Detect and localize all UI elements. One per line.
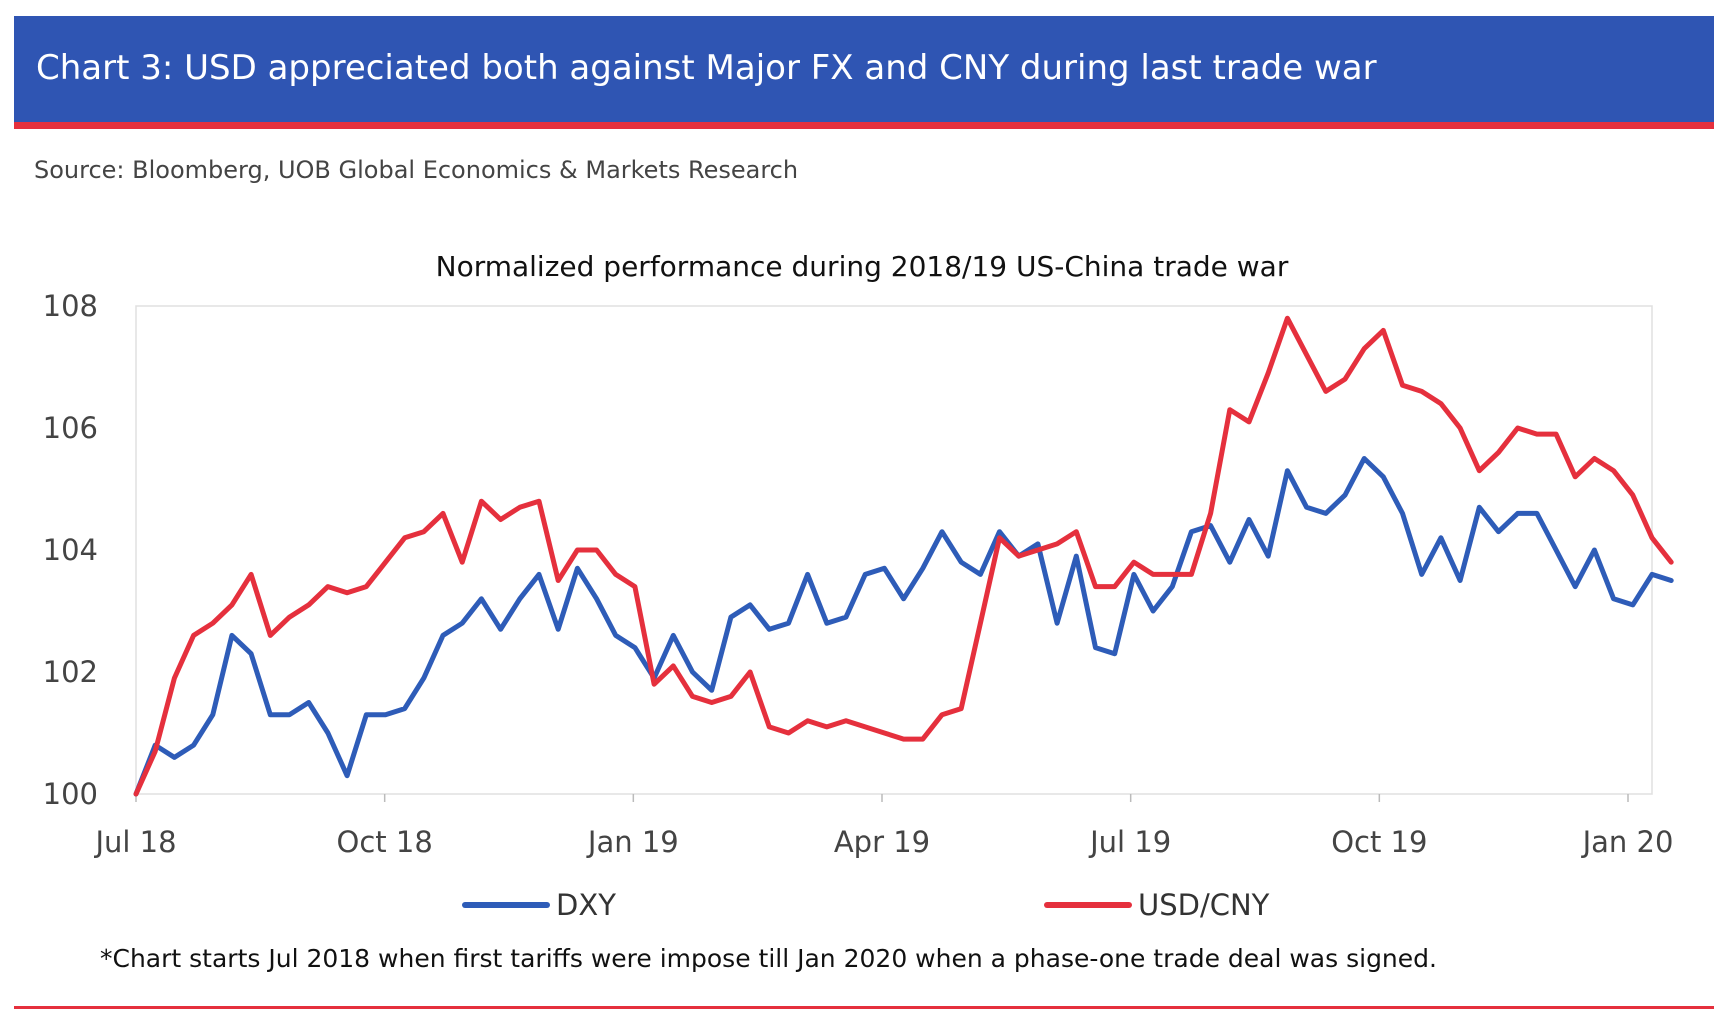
legend-swatch-usdcny xyxy=(1044,902,1132,908)
x-tick-label-1: Oct 18 xyxy=(337,825,433,859)
x-tick-label-6: Jan 20 xyxy=(1581,825,1674,859)
banner-divider xyxy=(14,122,1714,129)
series-lines xyxy=(133,315,1674,797)
y-tick-label-0: 100 xyxy=(43,777,98,811)
page-title: Chart 3: USD appreciated both against Ma… xyxy=(36,48,1377,88)
x-tick-label-5: Oct 19 xyxy=(1331,825,1427,859)
legend-label-dxy: DXY xyxy=(556,888,616,922)
x-tick-label-4: Jul 19 xyxy=(1088,825,1171,859)
x-tick-label-0: Jul 18 xyxy=(93,825,176,859)
y-tick-label-2: 104 xyxy=(43,533,98,567)
legend-label-usdcny: USD/CNY xyxy=(1138,888,1270,922)
footnote: *Chart starts Jul 2018 when first tariff… xyxy=(100,944,1437,973)
source-note: Source: Bloomberg, UOB Global Economics … xyxy=(34,156,799,184)
title-banner: Chart 3: USD appreciated both against Ma… xyxy=(14,16,1714,122)
x-axis: Jul 18 Oct 18 Jan 19 Apr 19 Jul 19 Oct 19 Jan … xyxy=(93,794,1673,859)
series-line-usdcny xyxy=(133,315,1674,797)
x-tick-label-3: Apr 19 xyxy=(834,825,930,859)
chart-title: Normalized performance during 2018/19 US… xyxy=(435,250,1289,283)
bottom-divider xyxy=(14,1006,1714,1009)
x-tick-label-2: Jan 19 xyxy=(586,825,679,859)
plot-area xyxy=(135,305,1653,795)
legend-item-usdcny: USD/CNY xyxy=(1044,885,1269,925)
series-line-dxy xyxy=(133,456,1674,797)
y-tick-label-3: 106 xyxy=(43,411,98,445)
y-tick-label-4: 108 xyxy=(43,289,98,323)
y-axis: 100 102 104 106 108 xyxy=(43,289,98,811)
y-tick-label-1: 102 xyxy=(43,655,98,689)
legend-item-dxy: DXY xyxy=(462,885,616,925)
legend-swatch-dxy xyxy=(462,902,550,908)
line-chart: 100 102 104 106 108 Jul 18 Oct 18 Jan 19 Apr 19… xyxy=(43,289,1674,859)
